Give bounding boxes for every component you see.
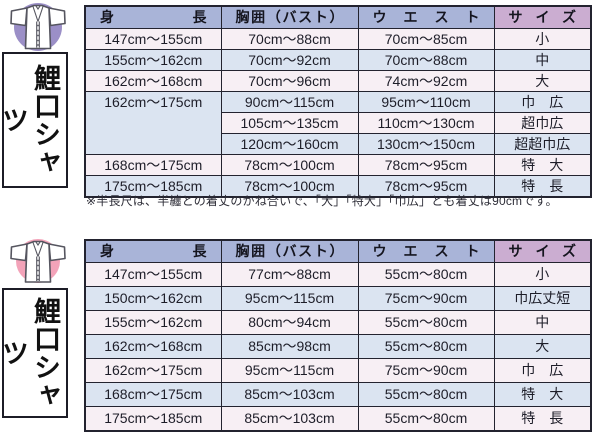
cell-height: 147cm～155cm	[84, 261, 222, 287]
col-header-height: 身長	[84, 5, 222, 29]
header-row: 身長 胸囲（バスト） ウエスト サイズ	[84, 239, 592, 263]
col-header-size: サイズ	[493, 239, 592, 263]
table-row: 175cm～185cm 78cm～100cm 78cm～95cm 特 長	[84, 174, 592, 197]
cell-height: 175cm～185cm	[84, 405, 222, 431]
cell-waist: 75cm～90cm	[357, 357, 495, 383]
table-row: 162cm～175cm 90cm～115cm 95cm～110cm 巾 広	[84, 90, 592, 155]
header-row: 身長 胸囲（バスト） ウエスト サイズ	[84, 5, 592, 29]
col-header-waist: ウエスト	[357, 5, 495, 29]
cell-bust: 78cm～100cm	[220, 153, 359, 176]
cell-waist: 55cm～80cm	[357, 405, 495, 431]
cell-height: 168cm～175cm	[84, 381, 222, 407]
col-header-size: サイズ	[493, 5, 592, 29]
cell-bust: 85cm～103cm	[220, 381, 359, 407]
cell-height: 147cm～155cm	[84, 27, 222, 50]
table-row: 120cm～160cm 130cm～150cm 超超巾広	[85, 132, 592, 155]
cell-waist: 74cm～92cm	[357, 69, 495, 92]
col-header-waist: ウエスト	[357, 239, 495, 263]
koikuchi-shirt-icon	[10, 3, 66, 51]
col-header-bust: 胸囲（バスト）	[220, 239, 359, 263]
table-row: 105cm～135cm 110cm～130cm 超巾広	[85, 111, 592, 134]
cell-bust: 95cm～115cm	[220, 285, 359, 311]
cell-height: 155cm～162cm	[84, 48, 222, 71]
size-table-women: 身長 胸囲（バスト） ウエスト サイズ 147cm～155cm 77cm～88c…	[84, 239, 592, 432]
cell-height: 168cm～175cm	[84, 153, 222, 176]
cell-bust: 85cm～103cm	[220, 405, 359, 431]
table-row: 162cm～168cm 70cm～96cm 74cm～92cm 大	[84, 69, 592, 92]
cell-waist: 130cm～150cm	[357, 132, 495, 155]
cell-size: 超超巾広	[493, 132, 592, 155]
cell-size: 小	[493, 27, 592, 50]
cell-size: 特 長	[493, 174, 592, 197]
label-box-adult: 鯉口シャツ （大人用）	[2, 52, 68, 188]
cell-size: 中	[493, 309, 592, 335]
cell-waist: 95cm～110cm	[357, 90, 495, 113]
cell-size: 超巾広	[493, 111, 592, 134]
cell-size: 小	[493, 261, 592, 287]
cell-size: 特 長	[493, 405, 592, 431]
cell-bust: 80cm～94cm	[220, 309, 359, 335]
cell-bust: 70cm～88cm	[220, 27, 359, 50]
cell-waist: 55cm～80cm	[357, 333, 495, 359]
cell-height-merged: 162cm～175cm	[84, 90, 222, 155]
table-row: 147cm～155cm 77cm～88cm 55cm～80cm 小	[84, 261, 592, 287]
cell-bust: 77cm～88cm	[220, 261, 359, 287]
label-title: 鯉口シャツ	[2, 64, 60, 176]
cell-size: 巾 広	[493, 357, 592, 383]
table-row: 150cm～162cm 95cm～115cm 75cm～90cm 巾広丈短	[84, 285, 592, 311]
cell-height: 162cm～168cm	[84, 333, 222, 359]
cell-waist: 70cm～85cm	[357, 27, 495, 50]
cell-size: 巾広丈短	[493, 285, 592, 311]
footnote: ※半長尺は、半纏との着丈のかね合いで、「大」「特大」「巾広」とも着丈は90cmで…	[86, 194, 558, 208]
cell-height: 162cm～168cm	[84, 69, 222, 92]
cell-height: 175cm～185cm	[84, 174, 222, 197]
cell-waist: 55cm～80cm	[357, 381, 495, 407]
cell-size: 中	[493, 48, 592, 71]
cell-height: 150cm～162cm	[84, 285, 222, 311]
cell-waist: 110cm～130cm	[357, 111, 495, 134]
size-table-adult: 身長 胸囲（バスト） ウエスト サイズ 147cm～155cm 70cm～88c…	[84, 5, 592, 198]
cell-height: 162cm～175cm	[84, 357, 222, 383]
cell-size: 大	[493, 333, 592, 359]
col-header-bust: 胸囲（バスト）	[220, 5, 359, 29]
table-row: 168cm～175cm 78cm～100cm 78cm～95cm 特 大	[84, 153, 592, 176]
cell-size: 大	[493, 69, 592, 92]
cell-bust: 95cm～115cm	[220, 357, 359, 383]
table-row: 175cm～185cm 85cm～103cm 55cm～80cm 特 長	[84, 405, 592, 431]
cell-bust: 105cm～135cm	[220, 111, 359, 134]
cell-size: 巾 広	[493, 90, 592, 113]
table-row: 147cm～155cm 70cm～88cm 70cm～85cm 小	[84, 27, 592, 50]
label-title: 鯉口シャツ	[2, 297, 60, 409]
table-row: 155cm～162cm 80cm～94cm 55cm～80cm 中	[84, 309, 592, 335]
cell-waist: 78cm～95cm	[357, 153, 495, 176]
table-row: 155cm～162cm 70cm～92cm 70cm～88cm 中	[84, 48, 592, 71]
cell-waist: 55cm～80cm	[357, 261, 495, 287]
cell-bust: 70cm～92cm	[220, 48, 359, 71]
cell-bust: 90cm～115cm	[220, 90, 359, 113]
col-header-height: 身長	[84, 239, 222, 263]
cell-bust: 85cm～98cm	[220, 333, 359, 359]
cell-bust: 70cm～96cm	[220, 69, 359, 92]
label-box-women: 鯉口シャツ （女性用）	[2, 288, 68, 418]
cell-height: 155cm～162cm	[84, 309, 222, 335]
koikuchi-shirt-icon	[10, 239, 66, 283]
table-row: 162cm～168cm 85cm～98cm 55cm～80cm 大	[84, 333, 592, 359]
table-row: 162cm～175cm 95cm～115cm 75cm～90cm 巾 広	[84, 357, 592, 383]
cell-size: 特 大	[493, 381, 592, 407]
cell-bust: 120cm～160cm	[220, 132, 359, 155]
cell-bust: 78cm～100cm	[220, 174, 359, 197]
cell-waist: 55cm～80cm	[357, 309, 495, 335]
cell-waist: 75cm～90cm	[357, 285, 495, 311]
cell-size: 特 大	[493, 153, 592, 176]
table-row: 168cm～175cm 85cm～103cm 55cm～80cm 特 大	[84, 381, 592, 407]
cell-waist: 70cm～88cm	[357, 48, 495, 71]
cell-waist: 78cm～95cm	[357, 174, 495, 197]
